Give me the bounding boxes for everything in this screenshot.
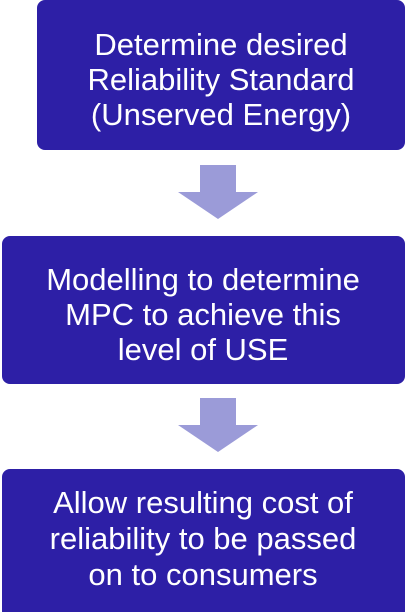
step-text: reliability to be passed [50, 521, 357, 556]
arrow [178, 165, 258, 219]
step-text: on to consumers [88, 557, 317, 592]
step-text: level of USE [118, 332, 289, 367]
step-box [37, 0, 405, 150]
step-text: Determine desired [94, 27, 347, 62]
arrow [178, 398, 258, 452]
step-box [2, 236, 405, 384]
step-box [2, 469, 405, 612]
step-text: Modelling to determine [46, 262, 360, 297]
step-text: (Unserved Energy) [91, 97, 351, 132]
step-text: Allow resulting cost of [53, 485, 353, 520]
step-text: MPC to achieve this [65, 297, 341, 332]
step-text: Reliability Standard [87, 62, 354, 97]
